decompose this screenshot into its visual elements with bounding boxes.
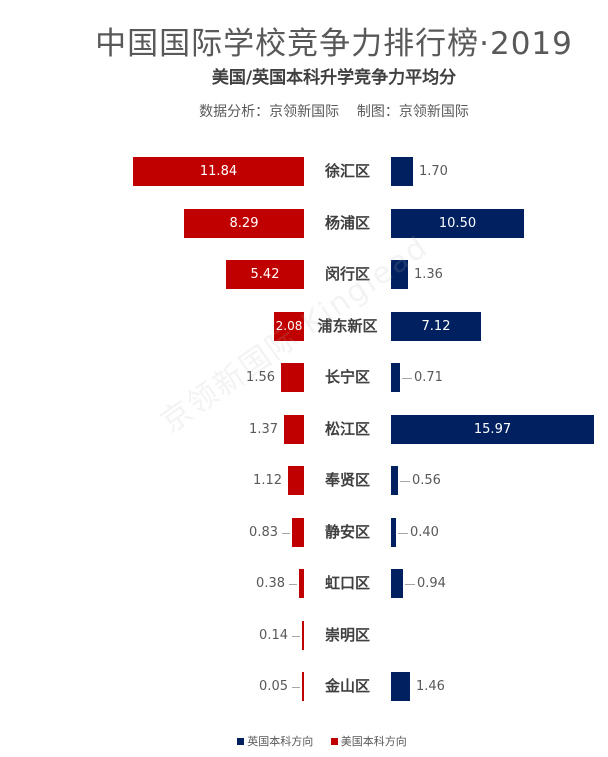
legend-label-us: 美国本科方向 <box>340 735 407 748</box>
bar-uk <box>391 209 524 238</box>
bar-us <box>284 415 304 444</box>
leader-line <box>405 584 415 585</box>
value-label-us: 8.29 <box>229 216 259 231</box>
value-label-uk: 0.71 <box>414 370 443 385</box>
category-label: 崇明区 <box>324 626 370 644</box>
value-label-uk: 7.12 <box>421 319 451 334</box>
value-label-us: 0.14 <box>259 628 288 643</box>
leader-line <box>282 533 290 534</box>
value-label-us: 1.37 <box>249 422 278 437</box>
value-label-us: 1.12 <box>253 473 282 488</box>
category-label: 浦东新区 <box>317 317 378 335</box>
bar-us <box>288 466 304 495</box>
category-label: 闵行区 <box>324 265 370 283</box>
value-label-uk: 0.56 <box>412 473 441 488</box>
category-label: 杨浦区 <box>324 214 370 232</box>
value-label-us: 1.56 <box>246 370 275 385</box>
bar-us <box>299 569 304 598</box>
value-label-us: 0.05 <box>259 679 288 694</box>
chart-legend: 英国本科方向 美国本科方向 <box>0 733 608 749</box>
bar-uk <box>391 260 408 289</box>
category-label: 长宁区 <box>324 368 370 386</box>
legend-swatch-us <box>330 737 338 745</box>
bar-us <box>226 260 304 289</box>
bar-us <box>302 672 304 701</box>
value-label-us: 5.42 <box>250 267 280 282</box>
value-label-us: 2.08 <box>275 319 303 333</box>
leader-line <box>400 481 410 482</box>
bar-uk <box>391 157 413 186</box>
leader-line <box>289 584 297 585</box>
category-label: 虹口区 <box>324 574 370 592</box>
value-label-uk: 1.70 <box>419 164 448 179</box>
value-label-us: 11.84 <box>199 164 238 179</box>
bar-us <box>133 157 304 186</box>
bar-uk <box>391 312 481 341</box>
bar-uk <box>391 518 396 547</box>
chart-subtitle: 美国/英国本科升学竞争力平均分 <box>211 68 457 88</box>
value-label-us: 0.83 <box>249 525 278 540</box>
bar-uk <box>391 363 400 392</box>
value-label-uk: 0.40 <box>410 525 439 540</box>
leader-line <box>402 378 412 379</box>
category-label: 松江区 <box>324 420 370 438</box>
legend-item-uk: 英国本科方向 <box>237 733 313 749</box>
bar-uk <box>391 415 594 444</box>
leader-line <box>292 687 300 688</box>
value-label-uk: 1.46 <box>416 679 445 694</box>
legend-label-uk: 英国本科方向 <box>247 735 314 748</box>
category-label: 金山区 <box>324 677 370 695</box>
category-label: 奉贤区 <box>324 471 370 489</box>
bar-us <box>281 363 304 392</box>
bar-uk <box>391 569 403 598</box>
category-label: 静安区 <box>324 523 370 541</box>
bar-uk <box>391 466 398 495</box>
value-label-uk: 0.94 <box>417 576 446 591</box>
bar-uk <box>391 672 410 701</box>
bar-us <box>184 209 304 238</box>
value-label-uk: 15.97 <box>473 422 512 437</box>
bar-us <box>274 312 304 341</box>
value-label-us: 0.38 <box>256 576 285 591</box>
bar-us <box>302 621 304 650</box>
value-label-uk: 10.50 <box>438 216 477 231</box>
value-label-uk: 1.36 <box>414 267 443 282</box>
chart-title: 中国国际学校竞争力排行榜·2019 <box>95 26 573 62</box>
chart-credit: 数据分析：京领新国际 制图：京领新国际 <box>199 104 469 120</box>
category-label: 徐汇区 <box>324 162 370 180</box>
leader-line <box>292 636 300 637</box>
leader-line <box>398 533 408 534</box>
legend-item-us: 美国本科方向 <box>330 733 407 749</box>
legend-swatch-uk <box>237 737 245 745</box>
bar-us <box>292 518 304 547</box>
